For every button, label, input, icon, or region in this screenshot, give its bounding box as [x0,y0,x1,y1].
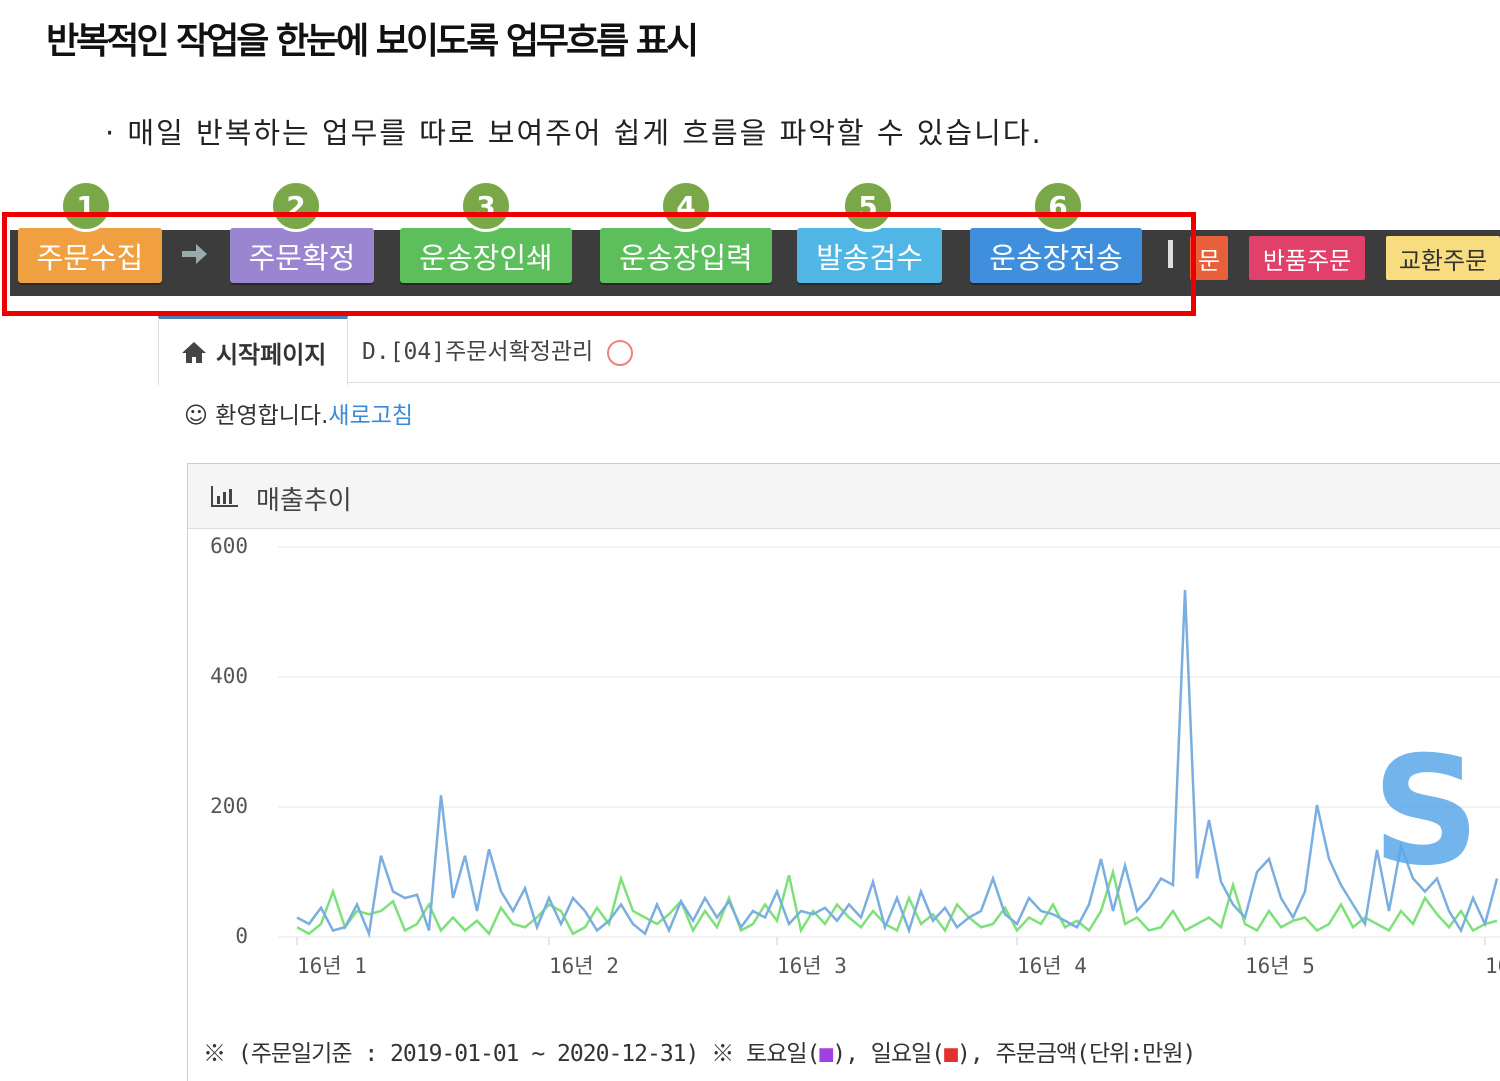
x-tick-label: 16년 1 [297,954,367,978]
tab[interactable]: D.[04]주문서확정관리 [362,332,634,366]
saturday-mark: ■ [819,1041,833,1067]
arrow [182,244,207,264]
toolbar-button[interactable]: 문 [1190,236,1228,280]
step-button[interactable]: 발송검수 [797,228,942,283]
tab-label: D.[04]주문서확정관리 [362,339,594,365]
separator [1168,240,1173,268]
y-tick-label: 200 [210,794,248,818]
home-icon [181,342,206,363]
chart: 0 200 400 600 16년 1 16년 2 16년 3 16년 4 16년 5 16년 [210,534,1500,978]
step-number: 5 [842,180,894,232]
step-button[interactable]: 주문확정 [230,228,374,283]
x-tick-label: 16년 2 [549,954,619,978]
page-title: 반복적인 작업을 한눈에 보이도록 업무흐름 표시 [46,21,699,62]
footer-text: ), 일요일( [832,1041,945,1067]
y-tick-label: 0 [235,924,248,948]
sunday-mark: ■ [944,1041,958,1067]
x-tick-label: 16년 3 [777,954,847,978]
chart-icon [211,486,238,507]
x-tick-label: 16년 5 [1245,954,1315,978]
step-button[interactable]: 운송장전송 [970,228,1142,283]
watermark: S [1372,725,1481,899]
line-series [296,589,1499,939]
welcome-text: 환영합니다. [215,403,329,429]
welcome: ☺ 환영합니다.새로고침 [184,403,414,429]
step-number: 1 [60,180,112,232]
step-button[interactable]: 운송장인쇄 [400,228,572,283]
refresh-link[interactable]: 새로고침 [328,403,414,429]
tab[interactable]: 시작페이지 [158,316,348,385]
y-tick-label: 400 [210,664,248,688]
panel [187,463,1500,1081]
panel-header [188,464,1500,529]
highlight-box [2,212,1196,316]
toolbar-button[interactable]: 반품주문 [1249,236,1365,280]
subtitle: · 매일 반복하는 업무를 따로 보여주어 쉽게 흐름을 파악할 수 있습니다. [105,116,1043,150]
y-tick-label: 600 [210,534,248,558]
line-series [296,867,1498,936]
step-button[interactable]: 주문수집 [18,228,162,283]
footer-text: ), 주문금액(단위:만원) [956,1041,1196,1067]
footer-text: ※ (주문일기준 : 2019-01-01 ~ 2020-12-31) ※ 토요… [203,1041,820,1067]
tab-line [347,382,1500,383]
toolbar-button[interactable]: 교환주문 [1386,236,1500,280]
footer: ※ (주문일기준 : 2019-01-01 ~ 2020-12-31) ※ 토요… [203,1034,1196,1068]
x-tick-label: 16년 4 [1017,954,1087,978]
panel-title: 매출추이 [256,486,352,516]
tab-label: 시작페이지 [215,340,327,369]
step-button[interactable]: 운송장입력 [600,228,772,283]
close-icon[interactable] [607,339,634,366]
x-tick-label: 16년 [1485,954,1500,978]
